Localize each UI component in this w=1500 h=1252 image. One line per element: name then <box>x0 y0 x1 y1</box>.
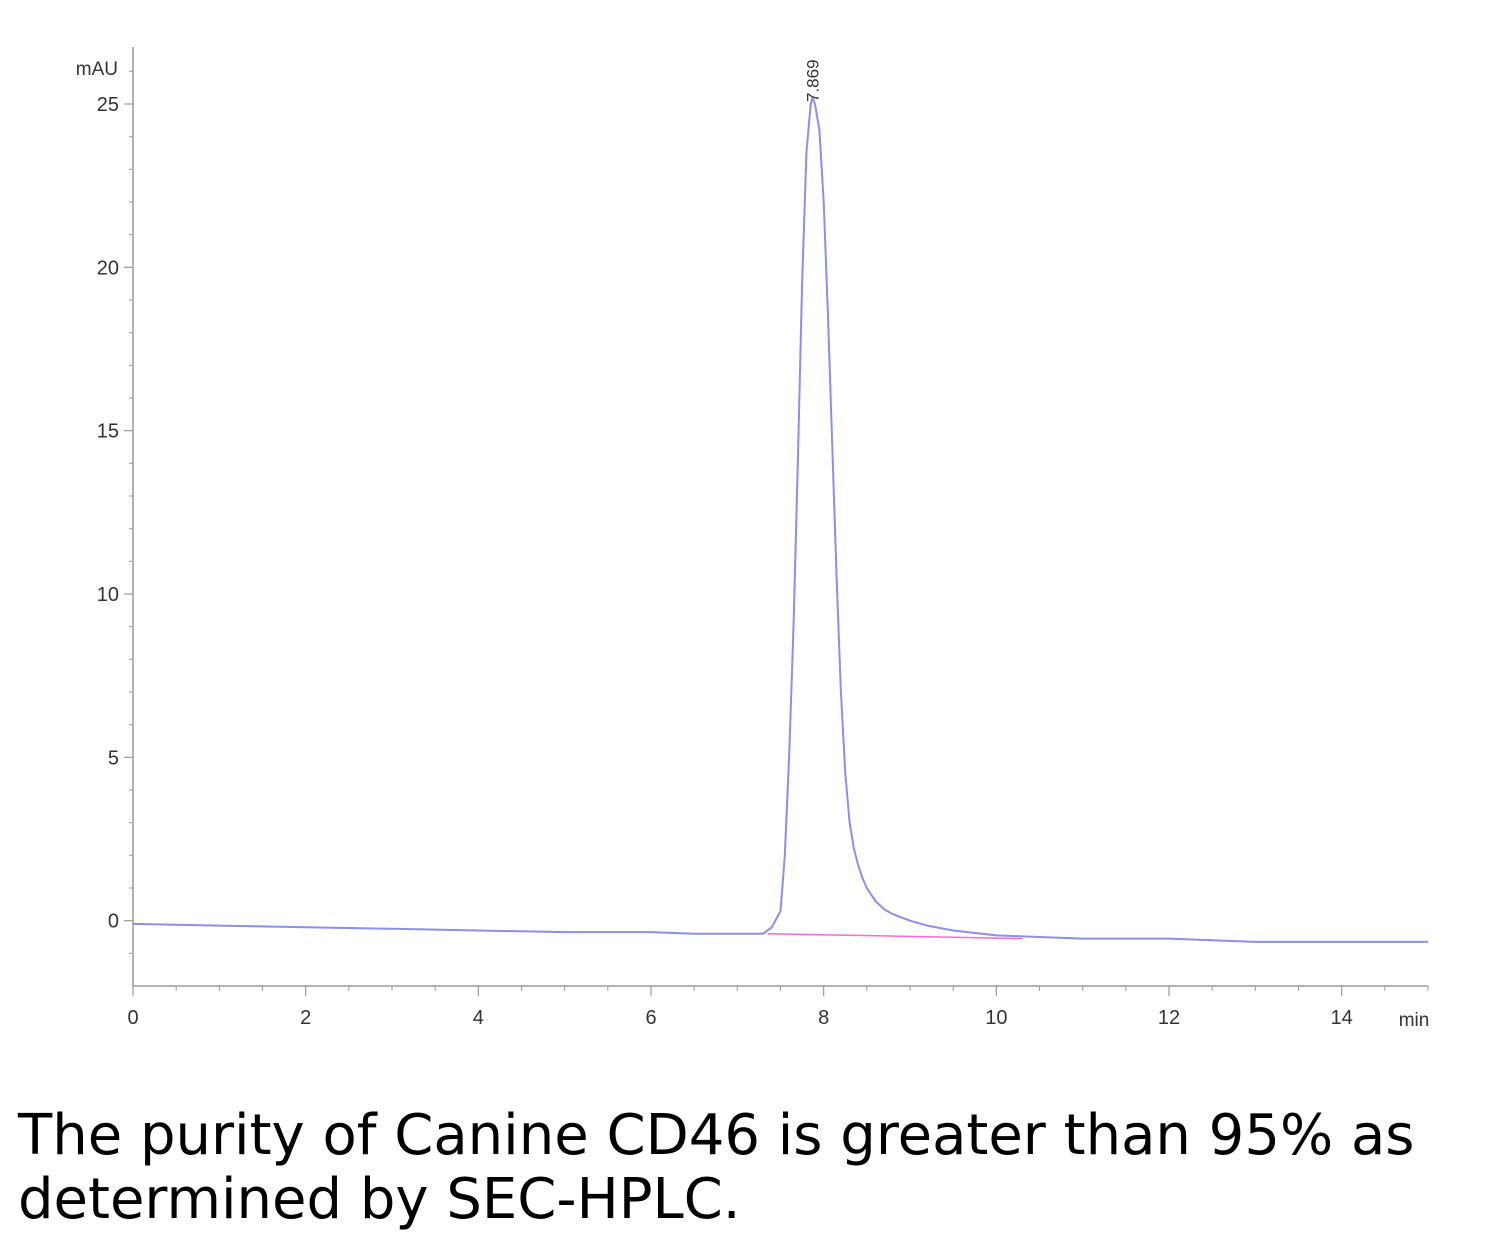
y-tick-label: 5 <box>108 747 119 769</box>
figure-caption: The purity of Canine CD46 is greater tha… <box>18 1103 1415 1232</box>
peak-retention-time-label: 7.869 <box>803 59 822 102</box>
y-axis-unit-label: mAU <box>76 59 118 80</box>
chromatogram-series <box>132 96 1428 943</box>
y-tick-label: 25 <box>97 94 119 116</box>
y-tick-label: 0 <box>108 911 119 933</box>
y-tick-label: 15 <box>97 421 119 443</box>
x-axis-unit-label: min <box>1399 1010 1430 1031</box>
x-tick-label: 2 <box>300 1007 311 1029</box>
chromatogram-chart: 0 5 10 15 20 25 0 2 4 6 8 10 12 14 7.869 mAU min <box>76 47 1430 1031</box>
axes: 0 5 10 15 20 25 0 2 4 6 8 10 12 14 <box>97 47 1429 1029</box>
y-tick-label: 10 <box>97 584 119 606</box>
x-tick-label: 4 <box>473 1007 484 1029</box>
baseline-trace <box>767 932 1023 940</box>
x-tick-label: 0 <box>127 1007 138 1029</box>
x-tick-label: 14 <box>1331 1007 1353 1029</box>
x-tick-label: 8 <box>818 1007 829 1029</box>
x-tick-label: 6 <box>645 1007 656 1029</box>
x-tick-label: 12 <box>1158 1007 1180 1029</box>
x-tick-label: 10 <box>985 1007 1007 1029</box>
chromatogram-trace <box>132 96 1428 943</box>
y-tick-label: 20 <box>97 257 119 279</box>
